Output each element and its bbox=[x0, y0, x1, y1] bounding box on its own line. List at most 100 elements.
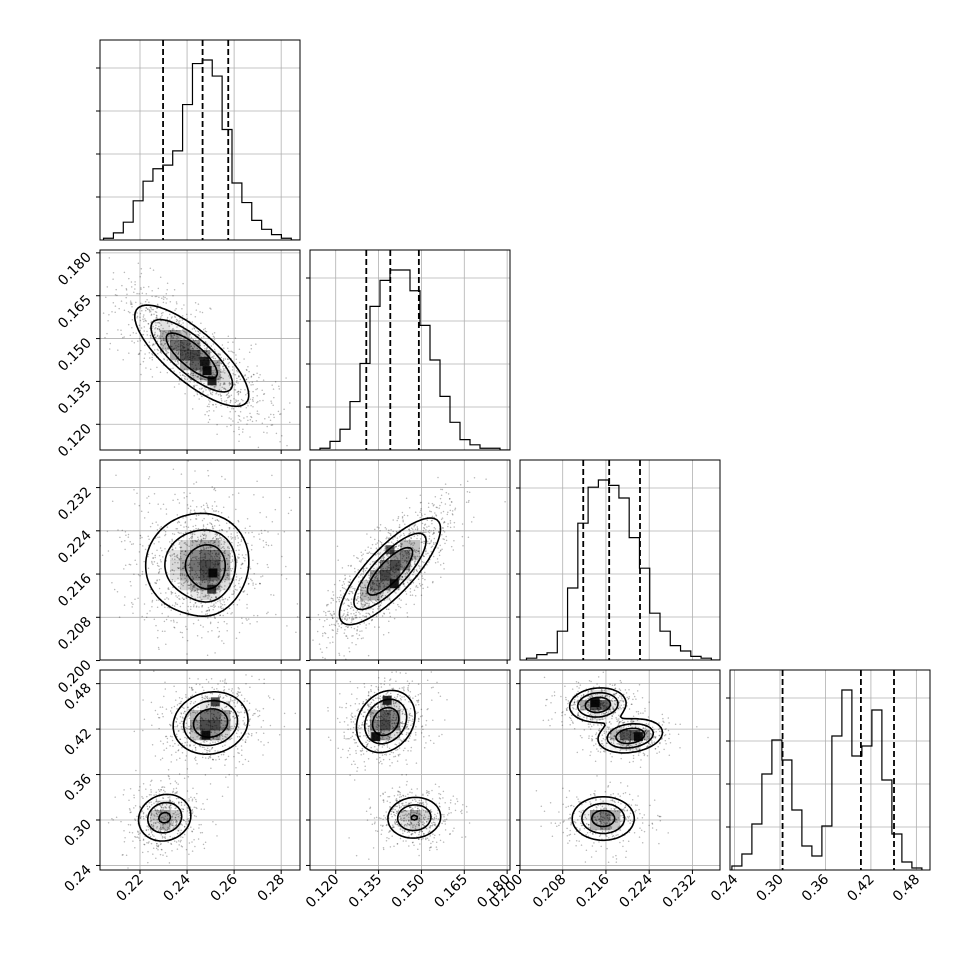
sample-point bbox=[123, 568, 125, 570]
sample-point bbox=[159, 343, 162, 345]
sample-point bbox=[267, 741, 269, 744]
sample-point bbox=[439, 497, 442, 500]
sample-point bbox=[135, 332, 137, 335]
sample-point bbox=[368, 623, 370, 625]
sample-point bbox=[149, 335, 152, 337]
sample-point bbox=[163, 358, 165, 360]
sample-point bbox=[346, 637, 349, 639]
sample-point bbox=[155, 794, 157, 796]
sample-point bbox=[364, 584, 366, 586]
sample-point bbox=[411, 594, 414, 596]
sample-point bbox=[151, 562, 153, 564]
sample-point bbox=[160, 805, 162, 807]
sample-point bbox=[232, 699, 234, 702]
sample-point bbox=[187, 507, 190, 510]
sample-point bbox=[218, 364, 221, 367]
sample-point bbox=[233, 527, 235, 530]
sample-point bbox=[151, 344, 154, 347]
sample-point bbox=[303, 405, 305, 407]
density-cell bbox=[170, 340, 181, 351]
sample-point bbox=[357, 597, 359, 599]
sample-point bbox=[185, 580, 187, 582]
sample-point bbox=[161, 335, 163, 337]
sample-point bbox=[178, 702, 181, 705]
sample-point bbox=[150, 842, 153, 845]
sample-point bbox=[175, 721, 178, 723]
sample-point bbox=[230, 394, 233, 396]
sample-point bbox=[222, 738, 224, 740]
sample-point bbox=[417, 550, 419, 553]
sample-point bbox=[232, 341, 234, 343]
sample-point bbox=[387, 541, 390, 544]
sample-point bbox=[439, 504, 441, 507]
sample-point bbox=[146, 825, 148, 827]
sample-point bbox=[158, 811, 160, 813]
sample-point bbox=[359, 574, 362, 576]
sample-point bbox=[147, 286, 150, 288]
sample-point bbox=[217, 393, 220, 396]
sample-point bbox=[176, 338, 178, 340]
sample-point bbox=[175, 820, 178, 822]
sample-point bbox=[368, 613, 370, 615]
sample-point bbox=[351, 592, 354, 595]
sample-point bbox=[150, 793, 152, 796]
sample-point bbox=[219, 362, 222, 364]
sample-point bbox=[246, 603, 248, 606]
sample-point bbox=[221, 546, 224, 549]
sample-point bbox=[102, 312, 105, 314]
sample-point bbox=[174, 558, 176, 561]
sample-point bbox=[266, 432, 268, 434]
sample-point bbox=[473, 476, 476, 479]
sample-point bbox=[228, 496, 230, 498]
sample-point bbox=[440, 518, 443, 521]
sample-point bbox=[188, 731, 191, 734]
sample-point bbox=[378, 599, 380, 602]
sample-point bbox=[221, 729, 223, 731]
sample-point bbox=[140, 349, 142, 352]
sample-point bbox=[179, 558, 181, 560]
sample-point bbox=[328, 610, 331, 613]
sample-point bbox=[171, 563, 174, 566]
sample-point bbox=[203, 808, 205, 811]
sample-point bbox=[262, 732, 265, 735]
sample-point bbox=[191, 348, 193, 350]
sample-point bbox=[210, 731, 212, 733]
sample-point bbox=[191, 726, 193, 728]
sample-point bbox=[139, 817, 142, 819]
sample-point bbox=[180, 324, 182, 326]
sample-point bbox=[140, 267, 143, 270]
sample-point bbox=[260, 532, 263, 535]
density-cell bbox=[180, 580, 191, 591]
sample-point bbox=[246, 619, 248, 621]
sample-point bbox=[173, 334, 176, 337]
sample-point bbox=[378, 626, 380, 628]
sample-point bbox=[127, 536, 130, 538]
sample-point bbox=[187, 820, 190, 822]
sample-point bbox=[224, 382, 226, 384]
sample-point bbox=[363, 622, 365, 624]
sample-point bbox=[467, 536, 470, 539]
sample-point bbox=[150, 814, 153, 817]
sample-point bbox=[356, 626, 359, 628]
sample-point bbox=[224, 724, 227, 727]
sample-point bbox=[388, 620, 390, 622]
sample-point bbox=[144, 319, 147, 322]
sample-point bbox=[229, 712, 231, 714]
sample-point bbox=[390, 541, 393, 543]
sample-point bbox=[234, 538, 237, 540]
sample-point bbox=[155, 800, 157, 803]
sample-point bbox=[211, 526, 214, 528]
sample-point bbox=[219, 726, 222, 728]
sample-point bbox=[128, 831, 131, 834]
sample-point bbox=[202, 527, 205, 530]
sample-point bbox=[156, 334, 159, 337]
sample-point bbox=[218, 635, 220, 637]
sample-point bbox=[223, 369, 225, 371]
sample-point bbox=[157, 809, 160, 812]
sample-point bbox=[350, 603, 353, 606]
sample-point bbox=[184, 521, 187, 523]
sample-point bbox=[199, 583, 201, 585]
sample-point bbox=[147, 553, 150, 556]
sample-point bbox=[234, 401, 237, 404]
sample-point bbox=[357, 637, 359, 640]
